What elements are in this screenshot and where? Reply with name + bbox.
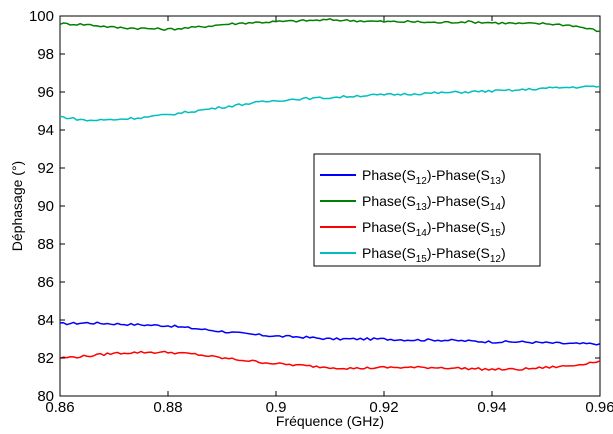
y-tick-label: 94 <box>37 122 54 139</box>
series-line-2 <box>59 17 601 33</box>
x-tick-label: 0.88 <box>153 399 182 416</box>
y-tick-label: 90 <box>37 198 54 215</box>
legend: Phase(S12)-Phase(S13) Phase(S13)-Phase(S1… <box>313 153 541 267</box>
series-line-3 <box>59 350 601 371</box>
y-tick-label: 84 <box>37 312 54 329</box>
y-axis-label: Déphasage (°) <box>9 161 25 251</box>
series-line-1 <box>59 321 601 346</box>
legend-box <box>313 153 541 267</box>
y-tick-label: 88 <box>37 236 54 253</box>
y-tick-label: 82 <box>37 350 54 367</box>
y-tick-label: 100 <box>29 8 54 25</box>
y-tick-label: 98 <box>37 46 54 63</box>
legend-label-4: Phase(S15)-Phase(S12) <box>362 245 506 265</box>
legend-label-3: Phase(S14)-Phase(S15) <box>362 219 506 239</box>
y-tick-label: 80 <box>37 388 54 405</box>
x-tick-label: 0.86 <box>45 399 74 416</box>
ticks-group: 0.86 0.88 0.9 0.92 0.94 0.96 80 82 84 86 88 90 92 94 9… <box>29 8 613 416</box>
x-axis-label: Fréquence (GHz) <box>276 413 384 429</box>
x-tick-label: 0.92 <box>369 399 398 416</box>
y-tick-label: 86 <box>37 274 54 291</box>
legend-label-1: Phase(S12)-Phase(S13) <box>362 167 506 187</box>
legend-label-2: Phase(S13)-Phase(S14) <box>362 193 506 213</box>
x-tick-label: 0.96 <box>585 399 613 416</box>
x-tick-label: 0.94 <box>477 399 506 416</box>
x-tick-label: 0.9 <box>266 399 287 416</box>
y-tick-label: 96 <box>37 84 54 101</box>
series-line-4 <box>59 85 601 122</box>
y-tick-label: 92 <box>37 160 54 177</box>
series-group <box>59 17 601 371</box>
